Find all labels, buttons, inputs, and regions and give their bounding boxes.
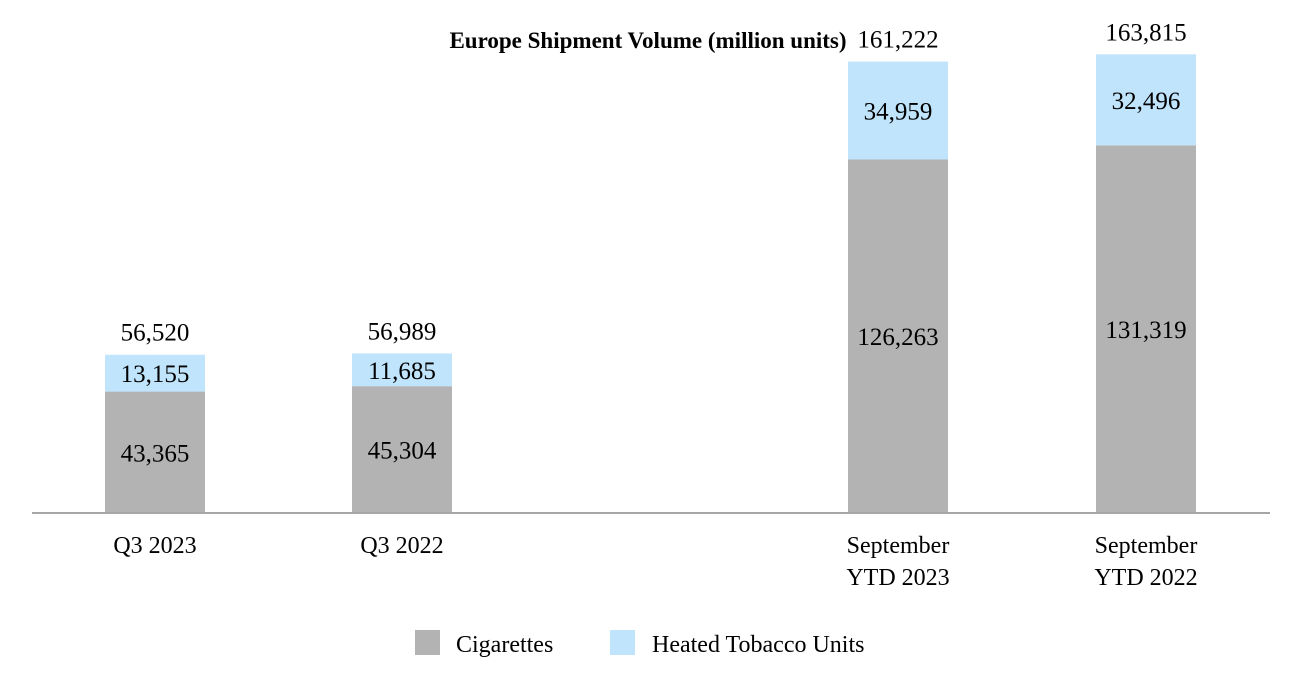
legend-swatch-heated-tobacco — [610, 630, 635, 655]
bar-heated-tobacco-0 — [105, 354, 205, 392]
segment-value-label: 13,155 — [121, 361, 190, 388]
chart-title: Europe Shipment Volume (million units) — [449, 28, 846, 53]
bar-cigarettes-2 — [848, 159, 948, 513]
total-value-label: 56,520 — [121, 320, 190, 347]
bars-layer — [105, 54, 1196, 513]
legend-label: Cigarettes — [456, 632, 553, 658]
legend-label: Heated Tobacco Units — [652, 632, 864, 658]
x-tick-label: YTD 2023 — [846, 565, 949, 591]
segment-value-label: 11,685 — [368, 358, 436, 385]
segment-value-label: 45,304 — [368, 438, 437, 465]
bar-heated-tobacco-1 — [352, 353, 452, 387]
legend: Cigarettes Heated Tobacco Units — [415, 630, 864, 658]
bar-cigarettes-1 — [352, 386, 452, 513]
x-tick-label: Q3 2023 — [113, 533, 196, 559]
bar-heated-tobacco-2 — [848, 61, 948, 160]
x-tick-label: September — [847, 533, 950, 559]
bar-cigarettes-0 — [105, 391, 205, 513]
segment-value-label: 131,319 — [1105, 317, 1186, 344]
x-tick-label: Q3 2022 — [360, 533, 443, 559]
segment-value-label: 43,365 — [121, 440, 190, 467]
segment-value-label: 32,496 — [1112, 88, 1181, 115]
segment-value-label: 34,959 — [864, 99, 933, 126]
segment-value-label: 126,263 — [857, 324, 938, 351]
x-tick-label: YTD 2022 — [1094, 565, 1197, 591]
legend-swatch-cigarettes — [415, 630, 440, 655]
bar-cigarettes-3 — [1096, 145, 1196, 513]
total-value-label: 56,989 — [368, 318, 437, 345]
total-value-label: 163,815 — [1105, 19, 1186, 46]
total-value-label: 161,222 — [857, 27, 938, 54]
bar-heated-tobacco-3 — [1096, 54, 1196, 146]
x-tick-label: September — [1095, 533, 1198, 559]
tick-labels: Q3 2023 Q3 2022 September YTD 2023 September… — [113, 533, 1197, 591]
data-labels: 43,365 13,155 56,520 45,304 11,685 56,989 126,… — [121, 19, 1187, 467]
